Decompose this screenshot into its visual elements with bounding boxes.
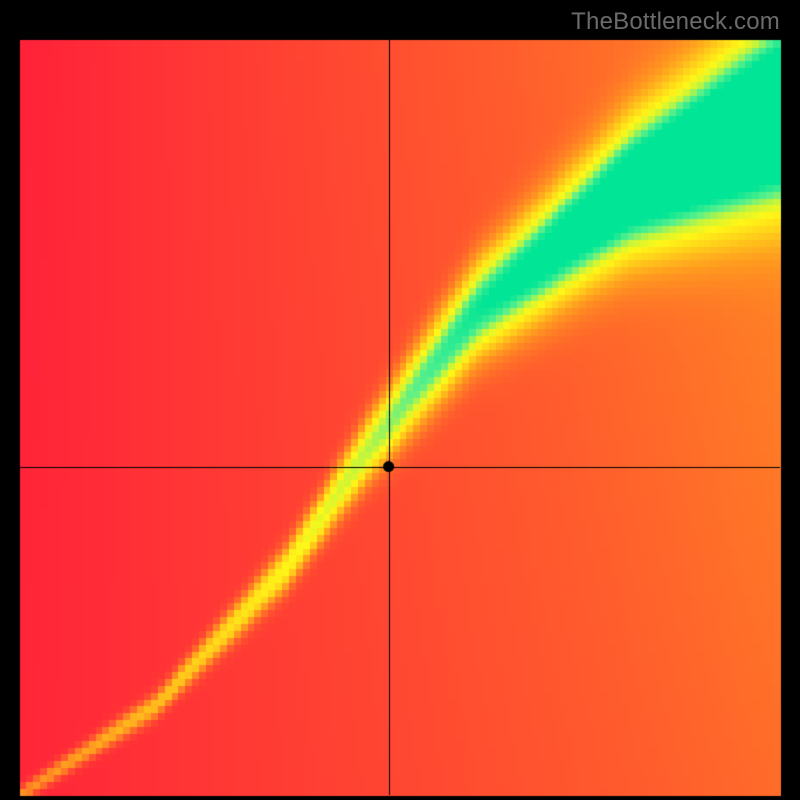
heatmap-canvas	[0, 0, 800, 800]
watermark-text: TheBottleneck.com	[571, 8, 780, 36]
